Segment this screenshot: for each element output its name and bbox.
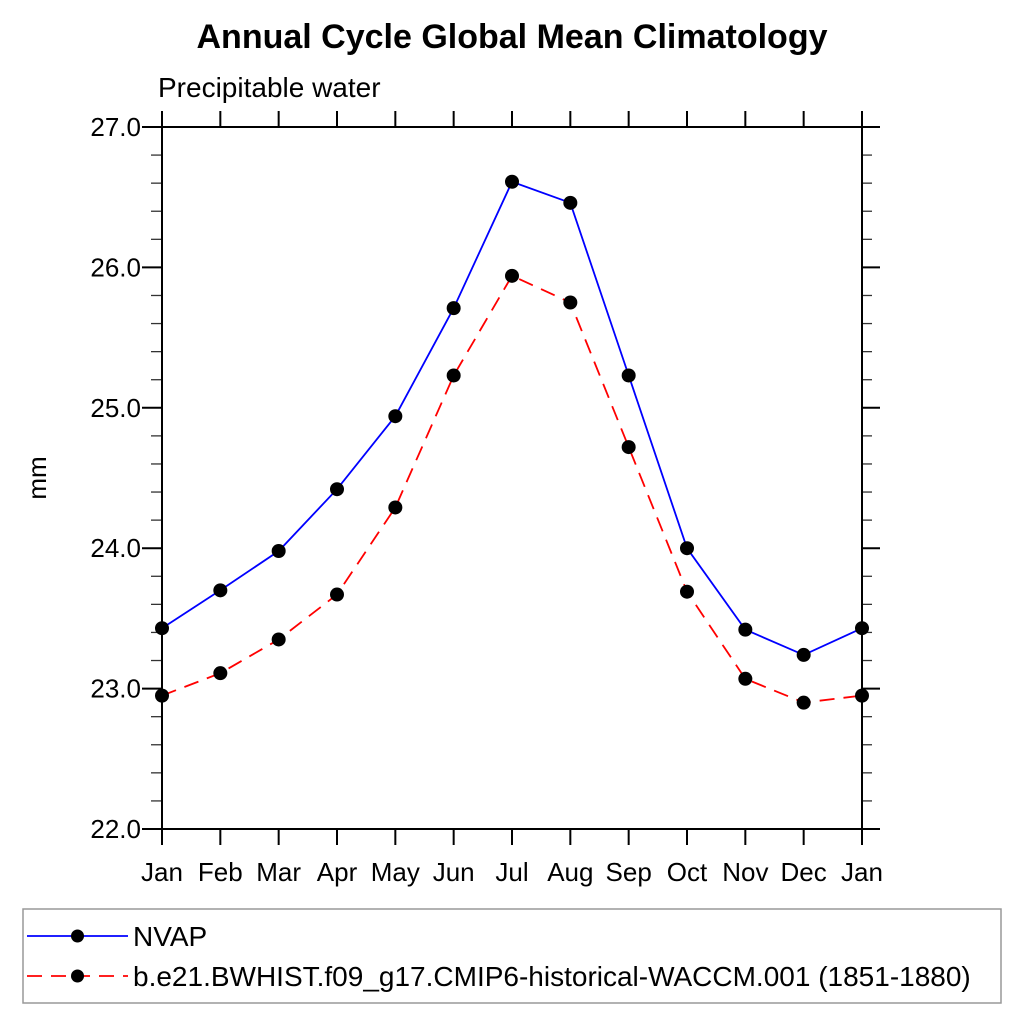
data-point [796, 695, 811, 710]
legend-entry: b.e21.BWHIST.f09_g17.CMIP6-historical-WA… [27, 961, 971, 992]
data-point [155, 688, 169, 703]
data-point [330, 482, 344, 497]
series-line-0 [161, 180, 863, 656]
data-point [446, 368, 461, 383]
legend-entry: NVAP [27, 921, 207, 952]
y-axis-tick-label: 23.0 [90, 674, 141, 704]
x-axis-tick-label: Oct [667, 857, 708, 887]
data-point [155, 621, 169, 636]
data-point [505, 268, 519, 283]
legend-box [22, 908, 1002, 1004]
x-axis-tick-label: Jun [433, 857, 475, 887]
data-point [563, 295, 578, 310]
data-point [563, 195, 578, 210]
x-axis-tick-label: Sep [606, 857, 652, 887]
x-axis-tick-label: Jan [141, 857, 183, 887]
data-point [738, 671, 753, 686]
axis-tick-labels: Jan Feb Mar Apr May Jun Jul Aug Sep Oct Nov Dec Jan2… [90, 112, 883, 887]
data-point [738, 622, 753, 637]
legend-label: NVAP [133, 921, 207, 952]
y-axis-tick-label: 27.0 [90, 112, 141, 142]
axis-ticks [142, 111, 880, 845]
series-lines [161, 180, 863, 704]
data-point [388, 500, 403, 515]
data-point [855, 621, 869, 636]
data-point [271, 544, 286, 559]
y-axis-tick-label: 24.0 [90, 533, 141, 563]
legend: NVAP b.e21.BWHIST.f09_g17.CMIP6-historica… [27, 921, 971, 992]
plot-area-border [161, 126, 863, 830]
legend-label: b.e21.BWHIST.f09_g17.CMIP6-historical-WA… [133, 961, 971, 992]
data-point [621, 368, 636, 383]
x-axis-tick-label: Feb [198, 857, 243, 887]
data-point [271, 632, 286, 647]
data-point [680, 584, 694, 599]
data-point [680, 541, 694, 556]
data-point [855, 688, 869, 703]
data-point [388, 409, 403, 424]
y-axis-tick-label: 22.0 [90, 814, 141, 844]
data-point [330, 587, 344, 602]
data-point-markers [155, 174, 869, 710]
x-axis-tick-label: Jan [841, 857, 883, 887]
y-axis-label: mm [22, 456, 52, 499]
x-axis-tick-label: Dec [781, 857, 827, 887]
data-point [796, 647, 811, 662]
legend-sample-marker [71, 929, 84, 943]
x-axis-tick-label: May [371, 857, 420, 887]
chart-title: Annual Cycle Global Mean Climatology [197, 18, 828, 56]
legend-sample-marker [71, 969, 84, 983]
series-line-1 [161, 274, 863, 704]
y-axis-tick-label: 25.0 [90, 393, 141, 423]
x-axis-tick-label: Jul [495, 857, 528, 887]
data-point [446, 301, 461, 316]
data-point [621, 440, 636, 455]
data-point [213, 666, 228, 681]
chart-subtitle: Precipitable water [158, 72, 381, 103]
data-point [505, 174, 519, 189]
data-point [213, 583, 228, 598]
x-axis-tick-label: Mar [256, 857, 301, 887]
x-axis-tick-label: Aug [547, 857, 593, 887]
x-axis-tick-label: Apr [317, 857, 358, 887]
x-axis-tick-label: Nov [722, 857, 768, 887]
y-axis-tick-label: 26.0 [90, 252, 141, 282]
